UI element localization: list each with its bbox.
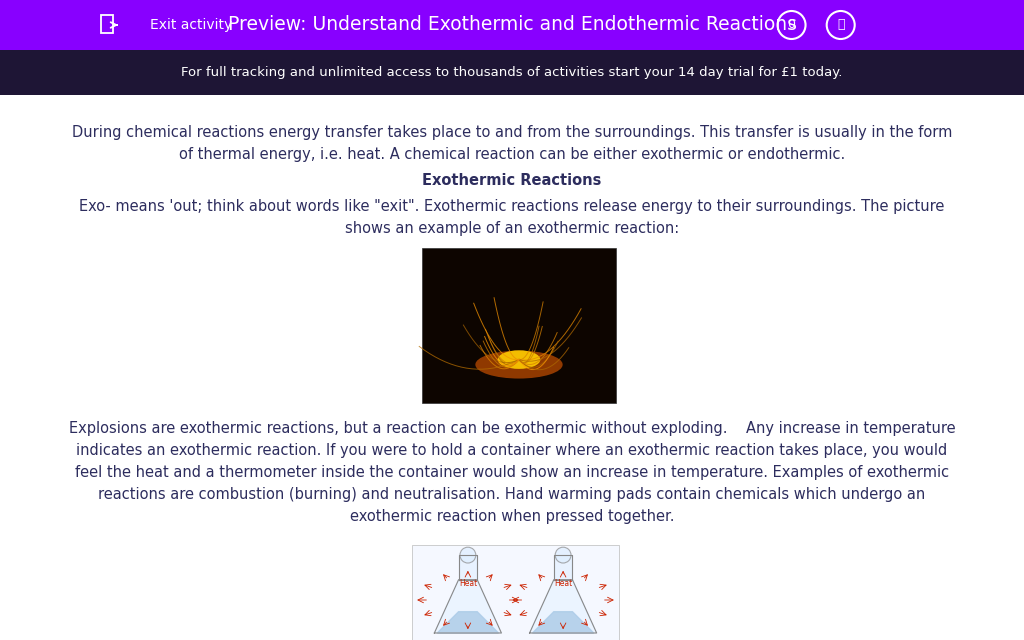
Text: Heat: Heat bbox=[554, 579, 572, 588]
FancyBboxPatch shape bbox=[0, 50, 1024, 95]
Text: of thermal energy, i.e. heat. A chemical reaction can be either exothermic or en: of thermal energy, i.e. heat. A chemical… bbox=[179, 147, 845, 162]
Text: shows an example of an exothermic reaction:: shows an example of an exothermic reacti… bbox=[345, 221, 679, 236]
Polygon shape bbox=[554, 555, 572, 580]
Text: For full tracking and unlimited access to thousands of activities start your 14 : For full tracking and unlimited access t… bbox=[181, 66, 843, 79]
Text: Exo- means 'out; think about words like "exit". Exothermic reactions release ene: Exo- means 'out; think about words like … bbox=[79, 199, 945, 214]
Text: indicates an exothermic reaction. If you were to hold a container where an exoth: indicates an exothermic reaction. If you… bbox=[77, 443, 947, 458]
Ellipse shape bbox=[475, 351, 562, 378]
FancyBboxPatch shape bbox=[412, 545, 618, 640]
FancyBboxPatch shape bbox=[0, 95, 1024, 640]
Text: Heat: Heat bbox=[459, 579, 477, 588]
Text: Preview: Understand Exothermic and Endothermic Reactions: Preview: Understand Exothermic and Endot… bbox=[227, 15, 797, 35]
Polygon shape bbox=[459, 555, 477, 580]
Ellipse shape bbox=[498, 350, 541, 369]
Text: exothermic reaction when pressed together.: exothermic reaction when pressed togethe… bbox=[350, 509, 674, 524]
FancyBboxPatch shape bbox=[422, 248, 616, 403]
Text: 🏆: 🏆 bbox=[837, 19, 845, 31]
Text: Exothermic Reactions: Exothermic Reactions bbox=[422, 173, 602, 188]
FancyBboxPatch shape bbox=[0, 0, 1024, 50]
Text: During chemical reactions energy transfer takes place to and from the surroundin: During chemical reactions energy transfe… bbox=[72, 125, 952, 140]
Polygon shape bbox=[434, 580, 502, 633]
Polygon shape bbox=[437, 612, 499, 633]
Polygon shape bbox=[529, 580, 597, 633]
Text: Explosions are exothermic reactions, but a reaction can be exothermic without ex: Explosions are exothermic reactions, but… bbox=[69, 421, 955, 436]
Text: Exit activity: Exit activity bbox=[150, 18, 232, 32]
Circle shape bbox=[555, 547, 571, 563]
Circle shape bbox=[460, 547, 476, 563]
Polygon shape bbox=[532, 612, 594, 633]
Text: reactions are combustion (burning) and neutralisation. Hand warming pads contain: reactions are combustion (burning) and n… bbox=[98, 487, 926, 502]
Text: 0: 0 bbox=[787, 19, 796, 31]
Text: feel the heat and a thermometer inside the container would show an increase in t: feel the heat and a thermometer inside t… bbox=[75, 465, 949, 480]
